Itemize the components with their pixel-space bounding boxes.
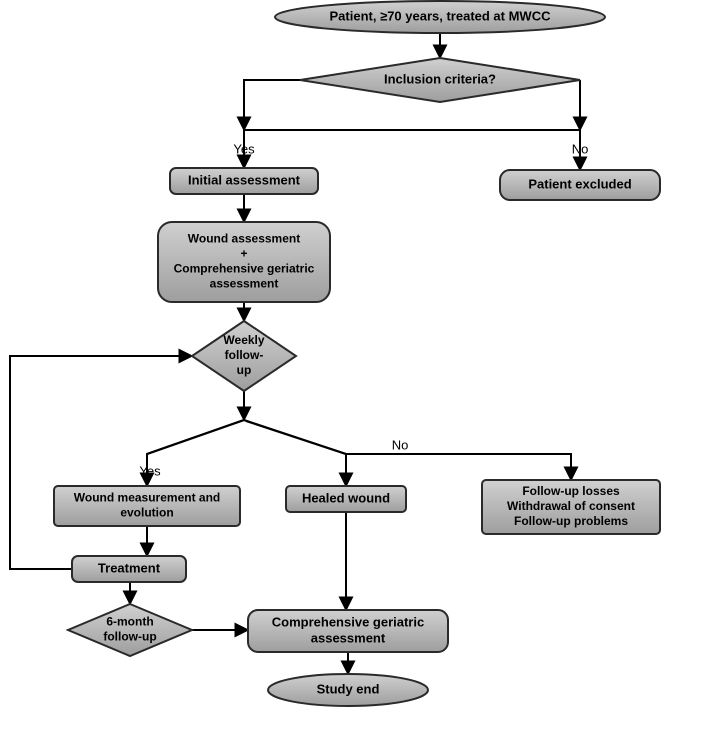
node-text: up xyxy=(237,363,252,377)
node-text: Follow-up problems xyxy=(514,514,628,528)
node-text: Comprehensive geriatric xyxy=(174,262,315,276)
node-text: Study end xyxy=(317,681,380,696)
branch-label: No xyxy=(392,437,409,452)
edge xyxy=(244,80,300,130)
node-text: Patient, ≥70 years, treated at MWCC xyxy=(330,8,552,23)
node-text: assessment xyxy=(311,631,386,646)
node-text: Healed wound xyxy=(302,490,390,505)
node-text: Initial assessment xyxy=(188,172,301,187)
node-text: 6-month xyxy=(106,615,153,629)
node-text: Weekly xyxy=(223,333,264,347)
node-text: Patient excluded xyxy=(528,176,631,191)
node-text: assessment xyxy=(210,277,279,291)
node-text: + xyxy=(240,247,247,261)
node-text: Treatment xyxy=(98,560,161,575)
branch-label: No xyxy=(572,141,589,156)
edge xyxy=(147,420,244,486)
node-text: Withdrawal of consent xyxy=(507,499,635,513)
branch-label: Yes xyxy=(139,463,161,478)
node-text: Wound assessment xyxy=(188,232,300,246)
node-text: Inclusion criteria? xyxy=(384,71,496,86)
node-text: Follow-up losses xyxy=(522,484,620,498)
node-text: follow- xyxy=(225,348,264,362)
node-text: evolution xyxy=(120,506,173,520)
edge xyxy=(10,356,192,569)
edge xyxy=(346,454,571,480)
node-text: Comprehensive geriatric xyxy=(272,614,424,629)
node-text: follow-up xyxy=(103,630,156,644)
edge xyxy=(246,421,346,486)
node-text: Wound measurement and xyxy=(74,491,220,505)
branch-label: Yes xyxy=(233,141,255,156)
